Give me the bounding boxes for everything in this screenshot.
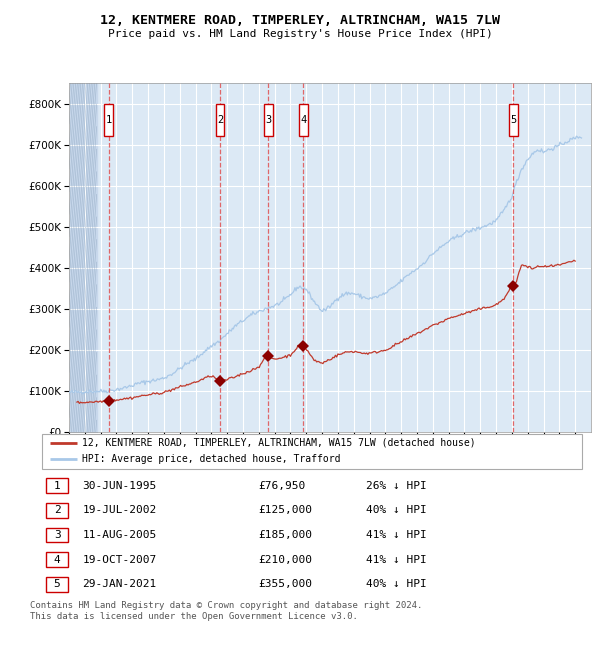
FancyBboxPatch shape <box>46 503 68 517</box>
Text: 40% ↓ HPI: 40% ↓ HPI <box>366 579 427 590</box>
Text: 29-JAN-2021: 29-JAN-2021 <box>83 579 157 590</box>
Text: 4: 4 <box>300 115 306 125</box>
Text: 11-AUG-2005: 11-AUG-2005 <box>83 530 157 540</box>
Text: £210,000: £210,000 <box>258 554 312 565</box>
FancyBboxPatch shape <box>215 104 224 136</box>
Text: 26% ↓ HPI: 26% ↓ HPI <box>366 480 427 491</box>
Text: £76,950: £76,950 <box>258 480 305 491</box>
Text: 3: 3 <box>54 530 61 540</box>
Text: 41% ↓ HPI: 41% ↓ HPI <box>366 530 427 540</box>
Text: 2: 2 <box>217 115 223 125</box>
Text: 40% ↓ HPI: 40% ↓ HPI <box>366 505 427 515</box>
Text: 2: 2 <box>54 505 61 515</box>
FancyBboxPatch shape <box>46 577 68 592</box>
FancyBboxPatch shape <box>46 478 68 493</box>
Text: 3: 3 <box>265 115 272 125</box>
Text: 30-JUN-1995: 30-JUN-1995 <box>83 480 157 491</box>
FancyBboxPatch shape <box>42 434 582 469</box>
Text: £185,000: £185,000 <box>258 530 312 540</box>
Text: Contains HM Land Registry data © Crown copyright and database right 2024.
This d: Contains HM Land Registry data © Crown c… <box>30 601 422 621</box>
Text: £125,000: £125,000 <box>258 505 312 515</box>
FancyBboxPatch shape <box>264 104 273 136</box>
Text: 12, KENTMERE ROAD, TIMPERLEY, ALTRINCHAM, WA15 7LW: 12, KENTMERE ROAD, TIMPERLEY, ALTRINCHAM… <box>100 14 500 27</box>
Text: Price paid vs. HM Land Registry's House Price Index (HPI): Price paid vs. HM Land Registry's House … <box>107 29 493 39</box>
Text: 5: 5 <box>510 115 516 125</box>
Text: 19-JUL-2002: 19-JUL-2002 <box>83 505 157 515</box>
Text: 19-OCT-2007: 19-OCT-2007 <box>83 554 157 565</box>
FancyBboxPatch shape <box>104 104 113 136</box>
Text: HPI: Average price, detached house, Trafford: HPI: Average price, detached house, Traf… <box>83 454 341 465</box>
Text: 41% ↓ HPI: 41% ↓ HPI <box>366 554 427 565</box>
Text: 12, KENTMERE ROAD, TIMPERLEY, ALTRINCHAM, WA15 7LW (detached house): 12, KENTMERE ROAD, TIMPERLEY, ALTRINCHAM… <box>83 438 476 448</box>
Text: £355,000: £355,000 <box>258 579 312 590</box>
Text: 5: 5 <box>54 579 61 590</box>
Text: 1: 1 <box>54 480 61 491</box>
Text: 1: 1 <box>106 115 112 125</box>
Text: 4: 4 <box>54 554 61 565</box>
FancyBboxPatch shape <box>299 104 308 136</box>
FancyBboxPatch shape <box>46 528 68 542</box>
FancyBboxPatch shape <box>509 104 518 136</box>
FancyBboxPatch shape <box>46 552 68 567</box>
